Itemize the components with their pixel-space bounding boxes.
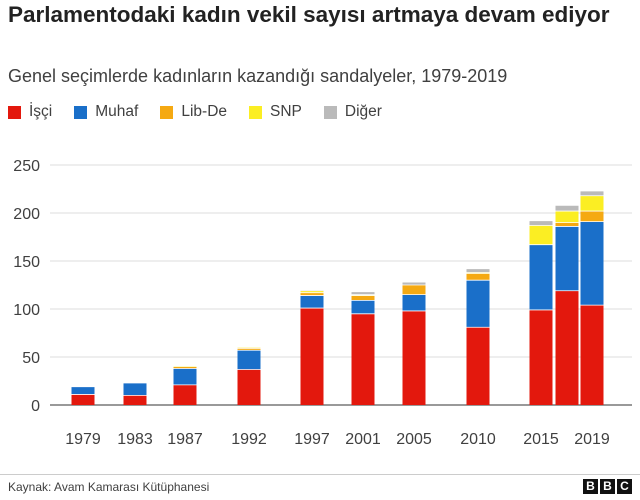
logo-letter-b1: B	[583, 479, 598, 494]
bar-segment	[466, 280, 490, 328]
bar-segment	[173, 365, 197, 367]
x-tick-label: 2015	[523, 431, 559, 448]
legend-swatch-muhaf	[74, 105, 88, 119]
bar-segment	[300, 295, 324, 309]
bar-segment	[123, 395, 147, 405]
legend-swatch-snp	[249, 105, 263, 119]
bar-segment	[529, 220, 553, 226]
bar-segment	[351, 291, 375, 295]
legend-label-snp: SNP	[270, 103, 302, 120]
y-tick-label: 50	[22, 350, 40, 367]
bar-segment	[173, 368, 197, 385]
legend-item-diger: Diğer	[323, 103, 382, 121]
bar-segment	[555, 290, 579, 405]
legend-item-snp: SNP	[249, 103, 302, 121]
tick-labels: 0 50 100 150 200 250 1979 1983 1987 1992 1997 2001 2…	[13, 158, 610, 448]
bar-segment	[580, 190, 604, 196]
bar-segment	[466, 273, 490, 281]
bar-segment	[466, 272, 490, 274]
source-note: Kaynak: Avam Kamarası Kütüphanesi	[8, 480, 210, 494]
legend-swatch-diger	[323, 105, 337, 119]
bar-segment	[300, 292, 324, 296]
bar-segment	[71, 394, 95, 405]
bar-segment	[300, 290, 324, 293]
legend-item-libde: Lib-De	[160, 103, 227, 121]
legend-label-libde: Lib-De	[181, 103, 228, 120]
bar-segment	[580, 195, 604, 212]
legend: İşçi Muhaf Lib-De SNP Diğer	[8, 103, 404, 121]
bar-segment	[529, 244, 553, 310]
bar-segment	[555, 205, 579, 212]
bar-segment	[402, 282, 426, 285]
logo-letter-c: C	[617, 479, 632, 494]
bar-segment	[402, 310, 426, 405]
x-tick-label: 1987	[167, 431, 203, 448]
bar-segment	[466, 268, 490, 273]
bar-segment	[555, 211, 579, 223]
x-tick-label: 2010	[460, 431, 496, 448]
bar-segment	[237, 369, 261, 405]
bar-segment	[402, 294, 426, 311]
footer-divider	[0, 474, 640, 475]
x-tick-label: 1992	[231, 431, 267, 448]
legend-label-muhaf: Muhaf	[95, 103, 139, 120]
legend-swatch-isci	[8, 105, 21, 119]
bar-segment	[529, 225, 553, 245]
bar-segment	[351, 313, 375, 405]
bar-segment	[300, 289, 324, 291]
x-tick-label: 1997	[294, 431, 330, 448]
bar-segment	[351, 295, 375, 301]
bar-segment	[237, 347, 261, 349]
y-tick-label: 100	[13, 302, 40, 319]
bar-segment	[529, 309, 553, 405]
legend-label-diger: Diğer	[344, 103, 382, 120]
bar-segment	[466, 327, 490, 405]
legend-item-isci: İşçi	[8, 103, 52, 121]
x-tick-label: 2005	[396, 431, 432, 448]
bar-segment	[402, 285, 426, 295]
legend-swatch-libde	[160, 105, 174, 119]
bar-segment	[71, 386, 95, 395]
y-tick-label: 200	[13, 206, 40, 223]
bar-segment	[173, 384, 197, 405]
x-tick-label: 2019	[574, 431, 610, 448]
bar-segment	[580, 221, 604, 306]
x-tick-label: 1983	[117, 431, 153, 448]
bar-segment	[351, 294, 375, 296]
bar-segment	[300, 308, 324, 405]
bar-segment	[173, 366, 197, 369]
bar-segment	[580, 305, 604, 405]
x-tick-label: 1979	[65, 431, 101, 448]
y-tick-label: 250	[13, 158, 40, 175]
y-tick-label: 150	[13, 254, 40, 271]
bar-segment	[237, 348, 261, 351]
y-tick-label: 0	[31, 398, 40, 415]
bbc-logo: B B C	[581, 479, 632, 494]
logo-letter-b2: B	[600, 479, 615, 494]
bar-segment	[237, 350, 261, 370]
bar-segment	[123, 382, 147, 396]
bar-segment	[555, 226, 579, 291]
bars	[71, 190, 604, 405]
bar-segment	[555, 222, 579, 227]
bar-segment	[580, 211, 604, 222]
chart-title: Parlamentodaki kadın vekil sayısı artmay…	[8, 2, 610, 27]
legend-item-muhaf: Muhaf	[74, 103, 138, 121]
bar-chart: 0 50 100 150 200 250 1979 1983 1987 1992 1997 2001 2…	[13, 158, 632, 448]
legend-label-isci: İşçi	[29, 103, 53, 120]
chart-subtitle: Genel seçimlerde kadınların kazandığı sa…	[8, 66, 508, 86]
bar-segment	[351, 300, 375, 314]
x-tick-label: 2001	[345, 431, 381, 448]
